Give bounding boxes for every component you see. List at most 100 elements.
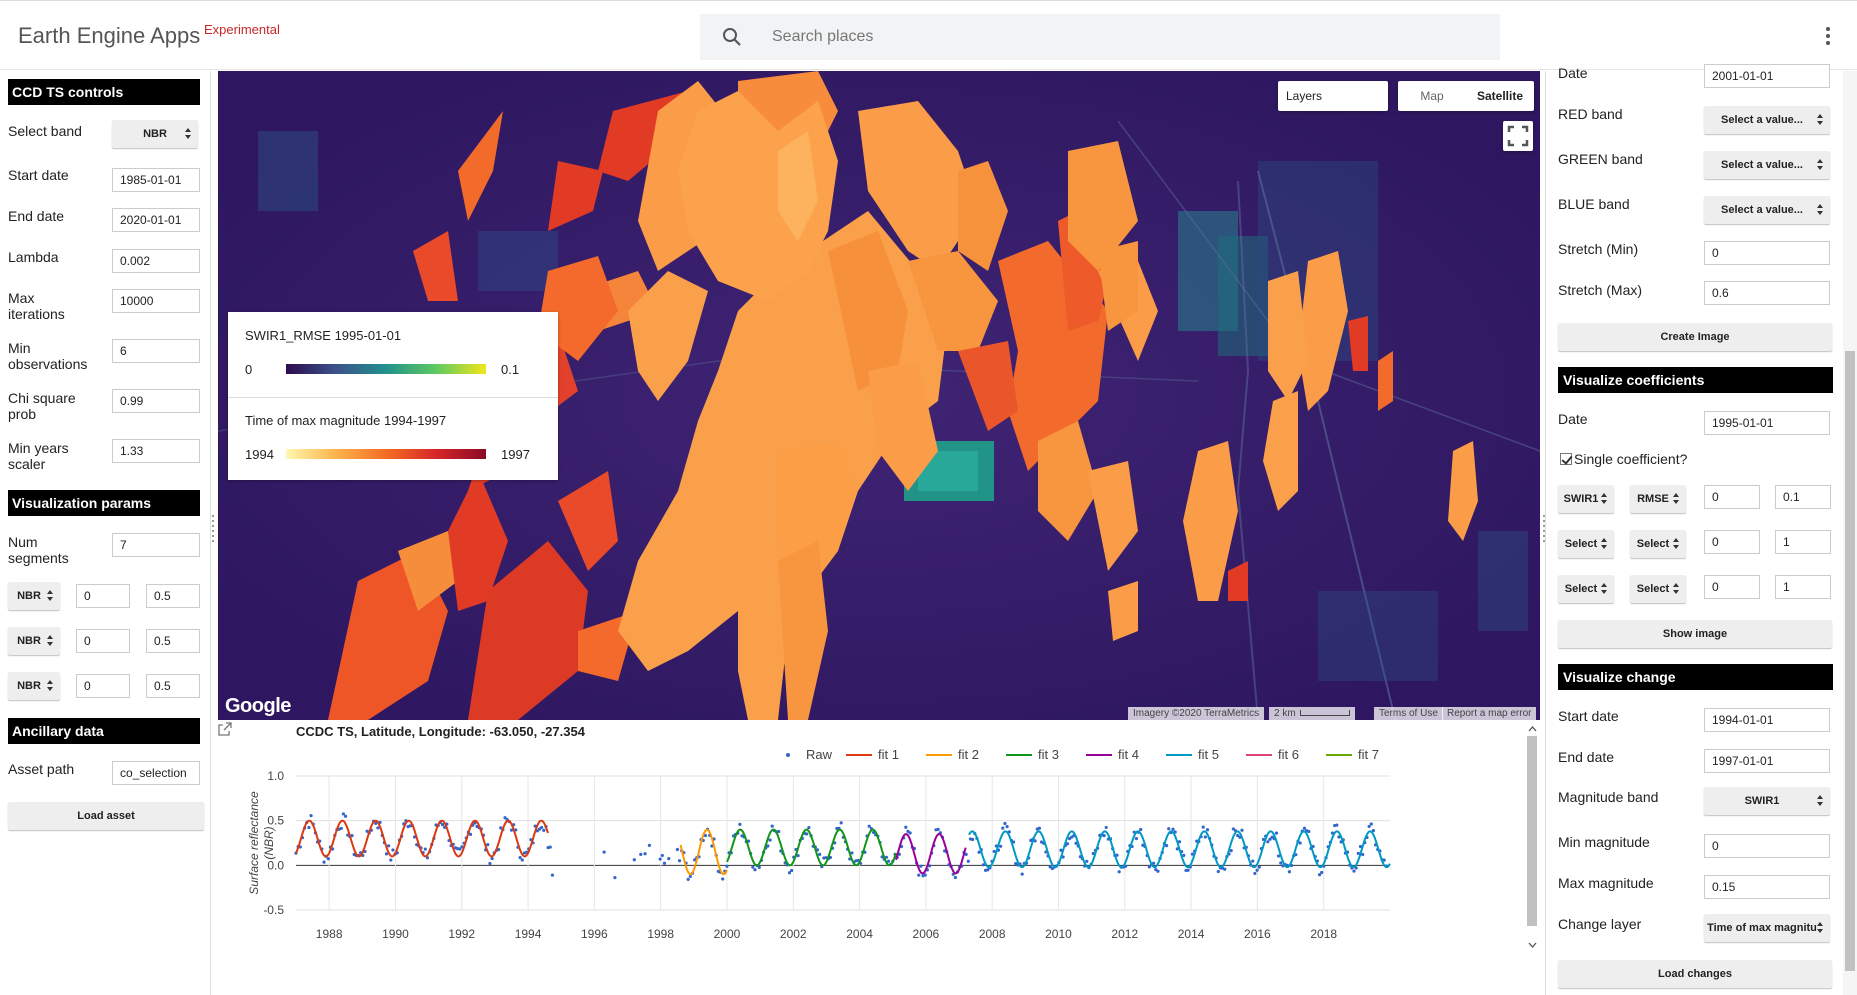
raw-data-point [923, 873, 927, 877]
coef-min-1-input[interactable]: 0 [1704, 485, 1760, 509]
create-image-button[interactable]: Create Image [1558, 323, 1832, 351]
right-panel-scrollbar-thumb[interactable] [1845, 351, 1855, 971]
load-asset-button[interactable]: Load asset [8, 802, 204, 830]
min-observations-input[interactable]: 6 [112, 339, 200, 363]
chart-scrollbar[interactable] [1525, 722, 1540, 952]
date-input[interactable]: 2001-01-01 [1704, 64, 1830, 88]
right-panel-scrollbar[interactable] [1843, 71, 1857, 995]
start-date-input[interactable]: 1985-01-01 [112, 168, 200, 192]
map-type-control[interactable]: Map Satellite [1398, 81, 1534, 111]
load-changes-button[interactable]: Load changes [1558, 960, 1832, 988]
asset-path-input[interactable]: co_selection [112, 761, 200, 785]
layers-button[interactable]: Layers [1278, 81, 1388, 111]
imagery-attribution: Imagery ©2020 TerraMetrics [1128, 707, 1265, 720]
coef-type-2-dropdown[interactable]: Select [1630, 530, 1686, 558]
right-splitter-handle[interactable] [1542, 515, 1546, 555]
green-band-dropdown[interactable]: Select a value... [1704, 151, 1830, 179]
min-years-input[interactable]: 1.33 [112, 439, 200, 463]
coef-type-3-dropdown[interactable]: Select [1630, 575, 1686, 603]
dropdown-arrow-icon [1673, 583, 1680, 595]
raw-data-point [971, 837, 975, 842]
raw-data-point [886, 859, 891, 863]
vis-max-2-input[interactable]: 0.5 [146, 629, 200, 653]
vis-min-3-input[interactable]: 0 [76, 674, 130, 698]
min-magnitude-input[interactable]: 0 [1704, 834, 1830, 858]
fullscreen-icon[interactable] [1503, 121, 1533, 151]
raw-data-point [423, 847, 427, 851]
coef-type-1-dropdown[interactable]: RMSE [1630, 485, 1686, 513]
num-segments-input[interactable]: 7 [112, 533, 200, 557]
popout-icon[interactable] [218, 722, 232, 736]
raw-data-point [1337, 835, 1341, 839]
end-date-input[interactable]: 2020-01-01 [112, 208, 200, 232]
raw-data-point [1003, 821, 1007, 826]
magnitude-band-dropdown[interactable]: SWIR1 [1704, 787, 1830, 815]
x-tick-label: 1992 [448, 927, 475, 941]
stretch-min-input[interactable]: 0 [1704, 241, 1830, 265]
fit-line [726, 828, 897, 867]
vis-min-1-input[interactable]: 0 [76, 584, 130, 608]
coef-band-1-dropdown[interactable]: SWIR1 [1558, 485, 1614, 513]
terms-of-use-link[interactable]: Terms of Use [1374, 707, 1443, 720]
change-end-input[interactable]: 1997-01-01 [1704, 749, 1830, 773]
select-band-dropdown[interactable]: NBR [112, 120, 198, 148]
raw-data-point [1307, 829, 1311, 834]
coef-band-2-dropdown[interactable]: Select [1558, 530, 1614, 558]
scroll-down-icon[interactable] [1525, 938, 1540, 952]
report-map-error-link[interactable]: Report a map error [1442, 707, 1537, 720]
select-band-label: Select band [8, 123, 82, 139]
raw-data-point [1229, 849, 1233, 853]
vis-max-3-input[interactable]: 0.5 [146, 674, 200, 698]
search-box[interactable] [700, 14, 1500, 60]
raw-data-point [503, 816, 507, 820]
raw-data-point [1320, 870, 1324, 875]
scroll-up-icon[interactable] [1525, 722, 1540, 736]
visualize-coefficients-header: Visualize coefficients [1558, 367, 1833, 393]
coef-date-input[interactable]: 1995-01-01 [1704, 411, 1830, 435]
chart-scrollbar-thumb[interactable] [1527, 736, 1537, 926]
coef-band-2-value: Select [1564, 538, 1598, 550]
chi-square-input[interactable]: 0.99 [112, 389, 200, 413]
map-type-map-button[interactable]: Map [1420, 89, 1444, 103]
red-band-dropdown[interactable]: Select a value... [1704, 106, 1830, 134]
raw-data-point [374, 821, 378, 826]
lambda-input[interactable]: 0.002 [112, 249, 200, 273]
raw-data-point [675, 847, 680, 852]
ancillary-header: Ancillary data [8, 718, 200, 744]
date-label: Date [1558, 65, 1588, 81]
change-layer-dropdown[interactable]: Time of max magnitu [1704, 914, 1830, 942]
search-input[interactable] [772, 14, 1472, 60]
coef-band-3-dropdown[interactable]: Select [1558, 575, 1614, 603]
left-splitter-handle[interactable] [211, 515, 215, 555]
raw-data-point [540, 825, 544, 830]
map-type-satellite-button[interactable]: Satellite [1476, 89, 1524, 103]
max-magnitude-input[interactable]: 0.15 [1704, 875, 1830, 899]
vis-band-1-dropdown[interactable]: NBR [8, 582, 60, 610]
raw-data-point [341, 812, 346, 816]
vis-band-3-dropdown[interactable]: NBR [8, 672, 60, 700]
raw-data-point [1352, 869, 1356, 873]
single-coefficient-checkbox[interactable] [1560, 453, 1572, 465]
raw-data-point [1277, 854, 1281, 858]
vis-max-1-input[interactable]: 0.5 [146, 584, 200, 608]
raw-data-point [818, 852, 822, 856]
show-image-button[interactable]: Show image [1558, 620, 1832, 648]
magnitude-band-value: SWIR1 [1744, 795, 1780, 807]
legend-1-title: SWIR1_RMSE 1995-01-01 [245, 328, 402, 343]
raw-data-point [376, 826, 380, 830]
more-vert-icon[interactable] [1824, 27, 1832, 47]
legend-1-min: 0 [245, 362, 253, 377]
change-start-input[interactable]: 1994-01-01 [1704, 708, 1830, 732]
vis-band-2-dropdown[interactable]: NBR [8, 627, 60, 655]
raw-data-point [1253, 871, 1257, 876]
vis-min-2-input[interactable]: 0 [76, 629, 130, 653]
max-iterations-input[interactable]: 10000 [112, 289, 200, 313]
map-view[interactable]: Layers Map Satellite SWIR1_RMSE 1995-01-… [218, 71, 1540, 720]
coef-max-1-input[interactable]: 0.1 [1775, 485, 1831, 509]
dropdown-arrow-icon [1817, 204, 1824, 216]
blue-band-dropdown[interactable]: Select a value... [1704, 196, 1830, 224]
coef-date-label: Date [1558, 411, 1588, 427]
raw-data-point [387, 844, 391, 848]
stretch-max-input[interactable]: 0.6 [1704, 281, 1830, 305]
raw-data-point [350, 834, 354, 838]
